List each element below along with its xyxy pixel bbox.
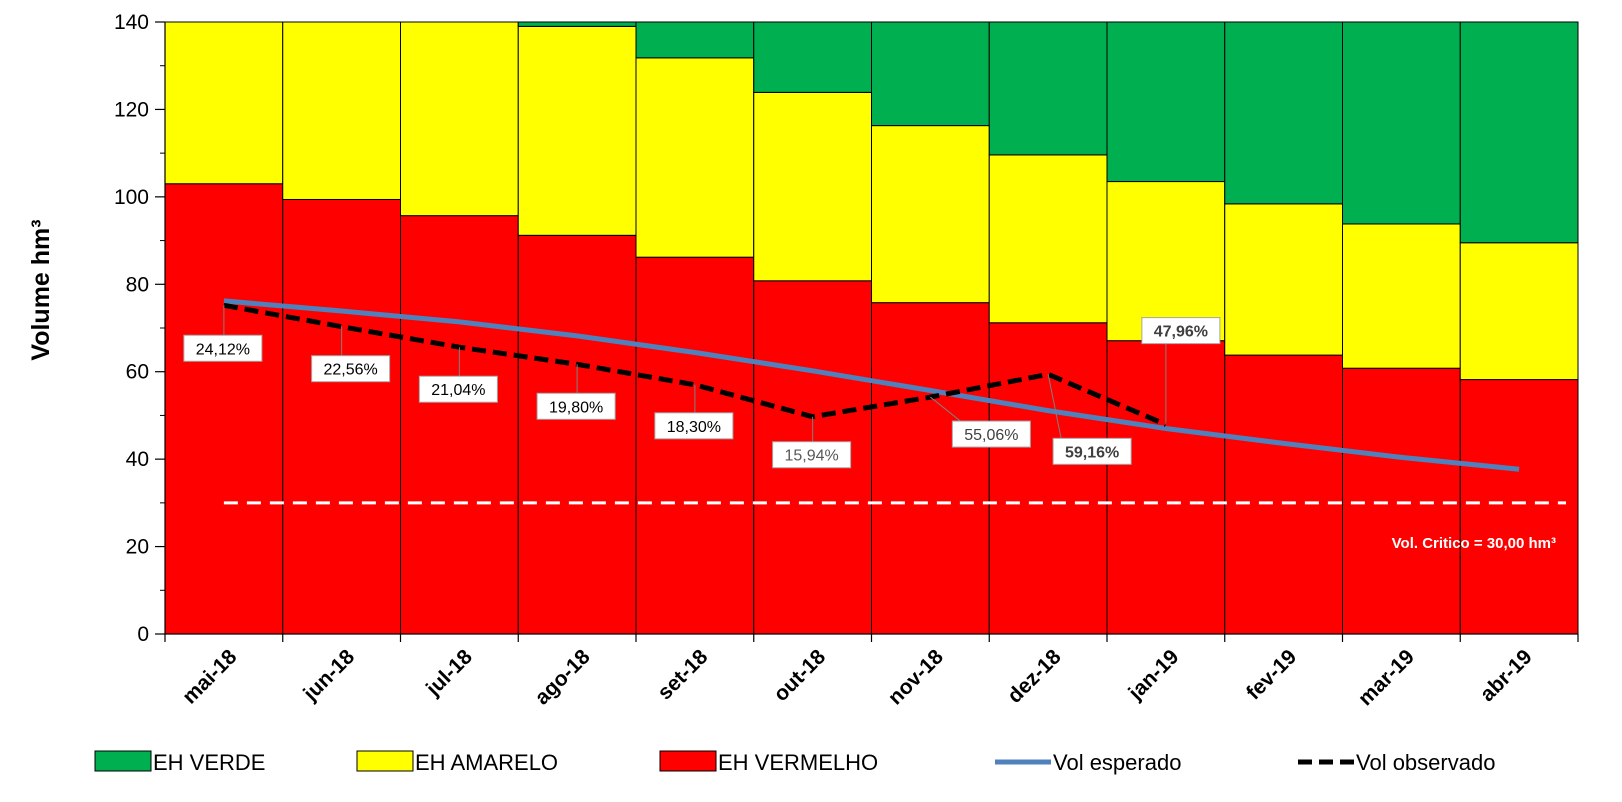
data-label-leader: [1047, 374, 1062, 439]
bar-eh-vermelho-mai-18: [164, 183, 284, 635]
data-label: 22,56%: [323, 362, 377, 379]
bar-eh-amarelo-set-18: [635, 57, 755, 258]
data-label-box: [183, 334, 263, 362]
y-tick-label: 40: [126, 448, 149, 471]
x-tick-label: mai-18: [178, 645, 242, 709]
x-tick-label: fev-19: [1242, 645, 1301, 704]
bar-eh-verde-jan-19: [1106, 21, 1226, 183]
x-tick-label: dez-18: [1003, 645, 1066, 708]
data-label: 19,80%: [549, 399, 603, 416]
bar-eh-vermelho-jun-18: [282, 198, 401, 635]
critical-volume-label: Vol. Critico = 30,00 hm³: [1392, 535, 1556, 552]
data-label-leader: [930, 396, 961, 422]
legend-swatch-eh-vermelho: [659, 750, 717, 772]
bar-eh-amarelo-dez-18: [988, 154, 1108, 324]
bar-eh-verde-fev-19: [1224, 21, 1343, 205]
x-tick-label: jun-18: [298, 645, 359, 706]
bar-eh-amarelo-mar-19: [1342, 223, 1461, 369]
data-label: 18,30%: [667, 419, 721, 436]
data-labels-group: 24,12% 22,56% 21,04% 19,80% 18,30% 15,94% 55,0…: [183, 305, 1221, 469]
series-vol-observado-line: [223, 302, 1167, 427]
y-tick-label: 80: [126, 273, 149, 296]
bar-eh-verde-out-18: [753, 21, 872, 93]
bar-eh-amarelo-abr-19: [1459, 242, 1579, 381]
y-axis-title: Volume hm³: [27, 219, 55, 360]
legend-label: EH VERMELHO: [718, 750, 878, 775]
bar-eh-vermelho-fev-19: [1224, 354, 1343, 635]
legend-label: Vol esperado: [1053, 750, 1181, 775]
bar-eh-amarelo-ago-18: [517, 25, 637, 236]
x-tick-label: abr-19: [1476, 645, 1537, 706]
x-tick-label: jan-19: [1124, 645, 1184, 705]
x-tick-label: set-18: [653, 645, 712, 704]
bar-eh-vermelho-jul-18: [400, 215, 519, 635]
data-label-box: [418, 375, 498, 403]
legend-swatch-eh-amarelo: [356, 750, 414, 772]
bar-eh-vermelho-mar-19: [1342, 367, 1461, 635]
legend: EH VERDE EH AMARELO EH VERMELHO Vol esperad…: [94, 750, 1495, 775]
data-label: 59,16%: [1065, 444, 1119, 461]
data-label: 55,06%: [964, 427, 1018, 444]
bar-eh-vermelho-abr-19: [1459, 379, 1579, 635]
bar-eh-vermelho-dez-18: [988, 322, 1108, 635]
bar-eh-vermelho-ago-18: [517, 234, 637, 635]
y-tick-label: 120: [114, 98, 149, 121]
bar-eh-amarelo-jul-18: [400, 21, 519, 217]
x-tick-label: mar-19: [1354, 645, 1419, 710]
bar-eh-amarelo-mai-18: [164, 21, 284, 185]
bar-eh-verde-dez-18: [988, 21, 1108, 156]
series-vol-esperado-line: [223, 298, 1520, 472]
y-tick-label: 0: [137, 623, 149, 646]
bar-eh-verde-set-18: [635, 21, 755, 59]
data-label: 21,04%: [431, 382, 485, 399]
x-tick-label: jul-18: [421, 645, 477, 701]
bar-eh-amarelo-fev-19: [1224, 203, 1343, 356]
data-label: 15,94%: [784, 448, 838, 465]
bar-eh-verde-nov-18: [871, 21, 990, 127]
data-label-box: [951, 420, 1031, 448]
y-tick-label: 100: [114, 186, 149, 209]
y-tick-label: 20: [126, 536, 149, 559]
data-label: 24,12%: [196, 341, 250, 358]
x-tick-label: nov-18: [884, 645, 948, 709]
legend-label: EH AMARELO: [415, 750, 558, 775]
bar-eh-amarelo-out-18: [753, 91, 872, 282]
critical-volume-group: Vol. Critico = 30,00 hm³: [223, 501, 1566, 552]
bar-eh-vermelho-nov-18: [871, 302, 990, 635]
data-label-box: [772, 441, 852, 469]
x-tick-label: ago-18: [531, 645, 595, 709]
data-label-box: [1141, 317, 1221, 345]
data-label-box: [654, 412, 734, 440]
bar-eh-verde-abr-19: [1459, 21, 1579, 244]
bar-eh-amarelo-nov-18: [871, 125, 990, 304]
bars-group: [164, 21, 1579, 635]
legend-swatch-eh-verde: [94, 750, 152, 772]
data-label-box: [1052, 437, 1132, 465]
data-label: 47,96%: [1154, 324, 1208, 341]
legend-label: Vol observado: [1356, 750, 1495, 775]
data-label-box: [311, 355, 391, 383]
data-label-box: [536, 392, 616, 420]
bar-eh-verde-mar-19: [1342, 21, 1461, 225]
y-tick-label: 60: [126, 361, 149, 384]
bar-eh-amarelo-jun-18: [282, 21, 401, 200]
bar-eh-vermelho-set-18: [635, 256, 755, 635]
x-tick-label: out-18: [769, 645, 830, 706]
bar-eh-verde-ago-18: [517, 21, 637, 27]
y-tick-label: 140: [114, 11, 149, 34]
bar-eh-amarelo-jan-19: [1106, 181, 1226, 342]
legend-label: EH VERDE: [153, 750, 265, 775]
